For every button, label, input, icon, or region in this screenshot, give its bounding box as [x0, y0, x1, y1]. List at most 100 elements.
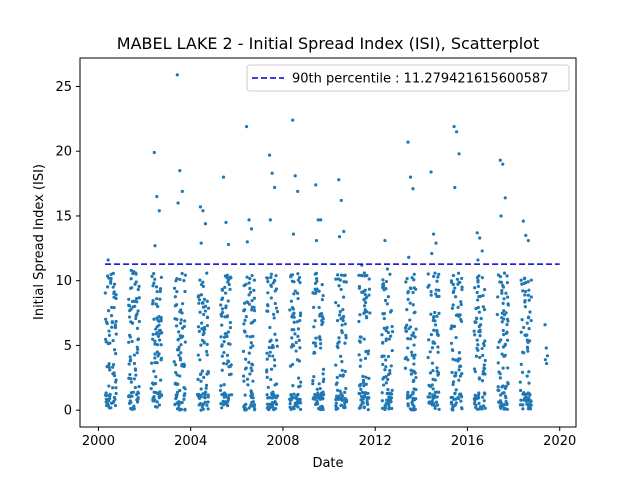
data-point: [296, 334, 300, 338]
data-point: [433, 310, 437, 315]
data-point: [480, 407, 484, 411]
data-point: [199, 387, 203, 391]
data-point: [113, 325, 117, 329]
data-point: [335, 318, 340, 323]
data-point: [130, 286, 134, 290]
data-point: [545, 361, 549, 366]
data-point: [521, 289, 525, 293]
data-point: [293, 289, 297, 293]
data-point: [451, 303, 455, 307]
data-point: [132, 353, 136, 357]
data-point: [107, 333, 112, 337]
data-point: [335, 394, 339, 398]
data-point: [251, 400, 256, 404]
data-point: [385, 302, 389, 306]
data-point: [224, 306, 228, 310]
data-point: [453, 286, 457, 290]
data-point: [197, 403, 201, 407]
data-point: [334, 407, 338, 411]
data-point: [178, 169, 182, 173]
data-point: [474, 403, 478, 407]
data-point: [384, 365, 388, 369]
data-point: [288, 364, 293, 368]
data-point: [383, 406, 387, 410]
data-point: [268, 350, 272, 354]
data-point: [411, 290, 415, 295]
data-point: [522, 325, 526, 330]
data-point: [317, 289, 321, 293]
data-point: [451, 405, 455, 410]
data-point: [428, 350, 432, 354]
data-point: [153, 342, 157, 346]
data-point: [204, 383, 209, 387]
y-axis-ticks: 0 5 10 15 20 25: [55, 80, 80, 419]
data-point: [505, 330, 509, 334]
data-point: [221, 403, 225, 407]
data-point: [249, 227, 254, 231]
data-point: [477, 401, 481, 405]
data-point: [313, 341, 317, 345]
data-point: [243, 330, 247, 334]
y-tick-label: 15: [55, 209, 72, 224]
data-point: [431, 394, 435, 398]
data-point: [473, 320, 477, 324]
data-point: [132, 270, 136, 274]
data-point: [110, 325, 114, 329]
data-point: [437, 272, 441, 276]
data-point: [499, 393, 503, 397]
data-point: [228, 275, 232, 279]
data-point: [311, 382, 315, 386]
data-point: [340, 360, 344, 364]
data-point: [298, 280, 302, 285]
data-point: [223, 285, 227, 289]
data-point: [411, 392, 415, 396]
data-point: [226, 242, 231, 247]
data-point: [205, 372, 209, 376]
data-point: [476, 343, 480, 347]
data-point: [339, 198, 343, 203]
data-point: [435, 395, 439, 399]
data-point: [198, 278, 202, 282]
x-tick-label: 2020: [543, 434, 576, 449]
data-point: [406, 140, 410, 144]
data-point: [103, 291, 107, 295]
data-point: [173, 402, 177, 407]
data-point: [359, 382, 363, 386]
legend: 90th percentile : 11.279421615600587: [246, 64, 570, 92]
data-point: [475, 346, 479, 350]
data-point: [435, 369, 439, 373]
data-point: [159, 319, 163, 323]
data-point: [112, 291, 116, 295]
data-point: [458, 374, 462, 378]
data-point: [243, 367, 248, 371]
data-point: [411, 369, 415, 373]
data-point: [298, 311, 303, 315]
data-point: [136, 287, 140, 292]
data-point: [203, 309, 208, 313]
data-point: [450, 306, 454, 310]
data-point: [504, 311, 508, 315]
data-point: [202, 375, 206, 379]
data-point: [385, 398, 389, 402]
data-point: [252, 278, 257, 282]
data-point: [474, 316, 479, 320]
data-point: [199, 293, 204, 297]
data-point: [265, 357, 269, 361]
data-point: [457, 357, 461, 361]
data-point: [384, 287, 388, 291]
data-point: [201, 301, 205, 305]
data-point: [290, 279, 294, 283]
data-point: [176, 201, 180, 205]
data-point: [129, 307, 133, 311]
data-point: [430, 399, 434, 403]
data-point: [475, 396, 479, 401]
data-point: [338, 389, 342, 393]
data-point: [499, 406, 503, 410]
data-point: [367, 293, 371, 297]
data-point: [275, 338, 279, 342]
data-point: [451, 273, 455, 278]
data-point: [544, 346, 548, 350]
data-point: [127, 394, 131, 399]
data-point: [112, 305, 116, 310]
data-point: [317, 335, 321, 340]
